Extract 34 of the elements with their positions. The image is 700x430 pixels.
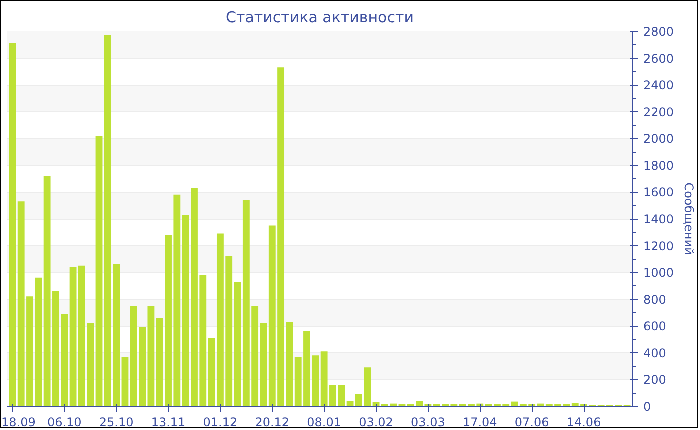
y-tick-label: 2200: [644, 105, 674, 120]
x-tick-label: 17.04: [462, 416, 498, 430]
x-tick-label: 01.12: [203, 416, 238, 430]
y-tick-label: 800: [644, 292, 666, 307]
bar: [122, 356, 129, 406]
y-tick-label: 1600: [644, 186, 674, 200]
y-tick-label: 1800: [644, 158, 674, 173]
bar: [260, 323, 268, 406]
x-tick-label: 07.06: [514, 416, 550, 430]
y-tick-label: 2000: [644, 132, 674, 146]
y-tick-label: 1000: [644, 266, 674, 280]
bar: [234, 282, 242, 406]
y-tick-label: 400: [644, 346, 666, 360]
y-tick-label: 2400: [644, 78, 674, 93]
y-tick-label: 2600: [644, 52, 674, 66]
chart-title: Статистика активности: [226, 8, 414, 26]
bar: [9, 44, 16, 406]
y-tick-label: 600: [644, 320, 666, 334]
x-tick-label: 14.06: [566, 416, 602, 430]
x-tick-label: 03.03: [411, 416, 446, 430]
x-tick-label: 03.02: [359, 416, 394, 430]
x-tick-label: 25.10: [99, 416, 134, 430]
y-tick-label: 1400: [644, 212, 674, 226]
x-tick-label: 08.01: [307, 416, 342, 430]
x-tick-label: 13.11: [151, 416, 186, 430]
y-tick-label: 0: [644, 400, 652, 414]
y-tick-label: 2800: [644, 25, 674, 39]
x-tick-label: 20.12: [255, 416, 290, 430]
y-axis-title: Сообщений: [682, 182, 696, 256]
x-tick-label: 18.09: [2, 416, 36, 430]
y-tick-label: 200: [644, 373, 666, 388]
bar: [96, 136, 103, 406]
y-tick-label: 1200: [644, 239, 674, 254]
x-tick-label: 06.10: [47, 416, 82, 430]
